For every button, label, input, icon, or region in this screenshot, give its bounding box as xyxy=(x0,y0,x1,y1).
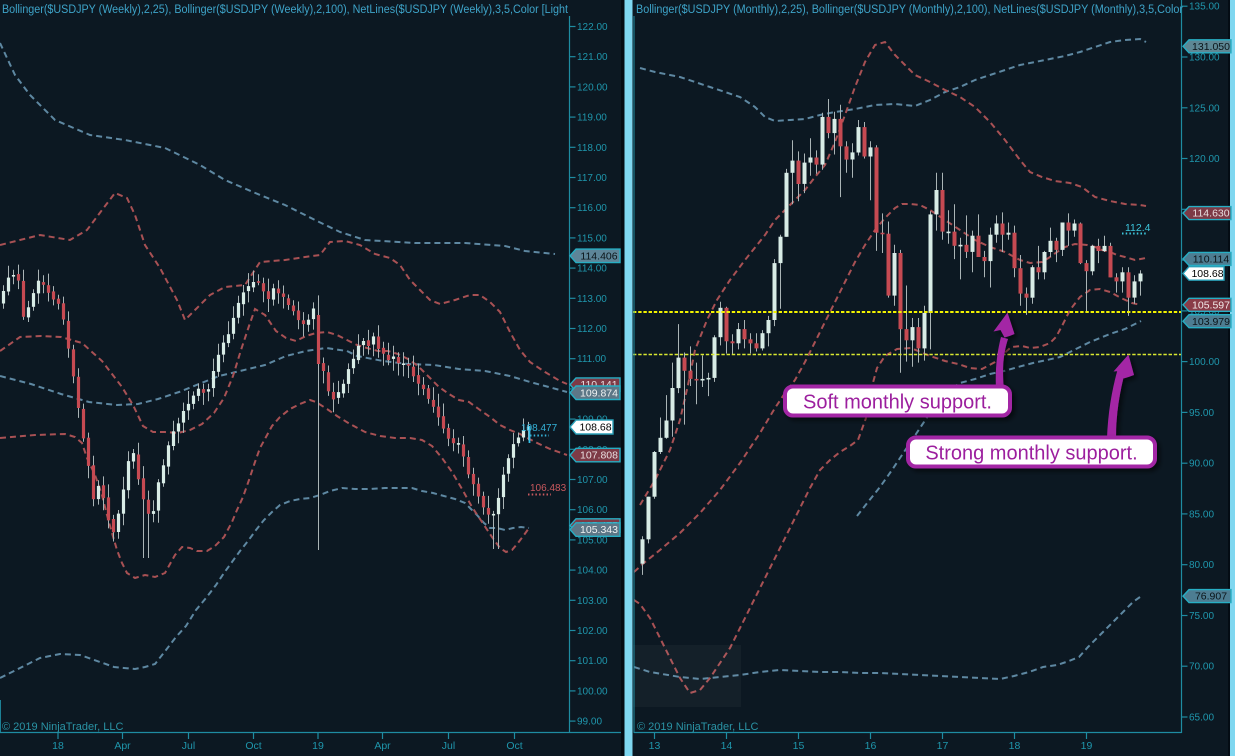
svg-text:65.00: 65.00 xyxy=(1189,713,1214,724)
svg-text:75.00: 75.00 xyxy=(1189,611,1214,622)
svg-text:112.4: 112.4 xyxy=(1125,222,1151,234)
svg-text:125.00: 125.00 xyxy=(1189,103,1220,114)
svg-text:99.00: 99.00 xyxy=(577,717,602,728)
svg-text:19: 19 xyxy=(1081,740,1093,752)
svg-text:70.00: 70.00 xyxy=(1189,662,1214,673)
svg-text:122.00: 122.00 xyxy=(577,22,608,33)
svg-text:121.00: 121.00 xyxy=(577,52,608,63)
svg-text:113.00: 113.00 xyxy=(577,294,607,305)
svg-text:17: 17 xyxy=(937,740,949,752)
svg-text:Strong monthly support.: Strong monthly support. xyxy=(925,443,1137,465)
svg-text:114.406: 114.406 xyxy=(580,250,617,262)
svg-text:Jul: Jul xyxy=(442,740,455,752)
svg-text:111.00: 111.00 xyxy=(577,354,607,365)
svg-text:103.00: 103.00 xyxy=(577,596,608,607)
svg-text:76.907: 76.907 xyxy=(1195,591,1227,603)
svg-text:131.050: 131.050 xyxy=(1192,41,1230,53)
svg-text:Apr: Apr xyxy=(114,740,131,752)
svg-text:© 2019 NinjaTrader, LLC: © 2019 NinjaTrader, LLC xyxy=(2,721,123,733)
svg-text:80.00: 80.00 xyxy=(1189,560,1214,571)
svg-text:119.00: 119.00 xyxy=(577,113,607,124)
svg-text:114.630: 114.630 xyxy=(1192,208,1229,220)
svg-text:16: 16 xyxy=(865,740,877,752)
svg-text:118.00: 118.00 xyxy=(577,143,607,154)
svg-text:106.00: 106.00 xyxy=(577,505,608,516)
svg-text:Apr: Apr xyxy=(374,740,391,752)
svg-text:130.00: 130.00 xyxy=(1189,53,1220,64)
svg-text:106.483: 106.483 xyxy=(530,483,567,494)
svg-text:95.00: 95.00 xyxy=(1189,408,1214,419)
svg-text:105.597: 105.597 xyxy=(1192,299,1230,311)
svg-text:109.874: 109.874 xyxy=(580,387,618,399)
svg-text:Oct: Oct xyxy=(245,740,261,752)
svg-text:135.00: 135.00 xyxy=(1189,2,1220,13)
svg-text:104.00: 104.00 xyxy=(577,566,608,577)
svg-text:112.00: 112.00 xyxy=(577,324,607,335)
svg-text:103.979: 103.979 xyxy=(1192,316,1230,328)
svg-text:© 2019 NinjaTrader, LLC: © 2019 NinjaTrader, LLC xyxy=(637,721,758,733)
svg-text:19: 19 xyxy=(312,740,324,752)
svg-text:108.68: 108.68 xyxy=(579,422,611,434)
svg-text:Bollinger($USDJPY (Weekly),2,: Bollinger($USDJPY (Weekly),2,25), Bollin… xyxy=(2,4,569,16)
svg-text:14: 14 xyxy=(721,740,733,752)
svg-text:18: 18 xyxy=(52,740,64,752)
svg-text:116.00: 116.00 xyxy=(577,203,607,214)
svg-text:117.00: 117.00 xyxy=(577,173,607,184)
svg-text:13: 13 xyxy=(649,740,661,752)
svg-text:100.00: 100.00 xyxy=(1189,357,1220,368)
svg-text:107.00: 107.00 xyxy=(577,475,608,486)
svg-text:108.477: 108.477 xyxy=(521,423,558,434)
svg-text:15: 15 xyxy=(793,740,805,752)
svg-text:18: 18 xyxy=(1009,740,1021,752)
svg-text:110.114: 110.114 xyxy=(1193,254,1230,266)
svg-text:Bollinger($USDJPY (Monthly),2: Bollinger($USDJPY (Monthly),2,25), Bolli… xyxy=(636,4,1183,16)
svg-text:85.00: 85.00 xyxy=(1189,509,1214,520)
svg-text:101.00: 101.00 xyxy=(577,656,608,667)
svg-text:114.00: 114.00 xyxy=(577,264,607,275)
svg-text:120.00: 120.00 xyxy=(1189,154,1220,165)
svg-text:108.68: 108.68 xyxy=(1191,268,1223,280)
svg-text:105.00: 105.00 xyxy=(577,535,608,546)
svg-text:105.343: 105.343 xyxy=(580,524,618,536)
svg-text:Jul: Jul xyxy=(182,740,195,752)
svg-text:100.00: 100.00 xyxy=(577,686,608,697)
svg-text:115.00: 115.00 xyxy=(577,233,607,244)
svg-text:102.00: 102.00 xyxy=(577,626,608,637)
svg-text:Oct: Oct xyxy=(506,740,522,752)
svg-text:107.808: 107.808 xyxy=(580,450,618,462)
svg-text:Soft monthly support.: Soft monthly support. xyxy=(803,392,992,414)
svg-text:120.00: 120.00 xyxy=(577,82,608,93)
svg-text:90.00: 90.00 xyxy=(1189,459,1214,470)
